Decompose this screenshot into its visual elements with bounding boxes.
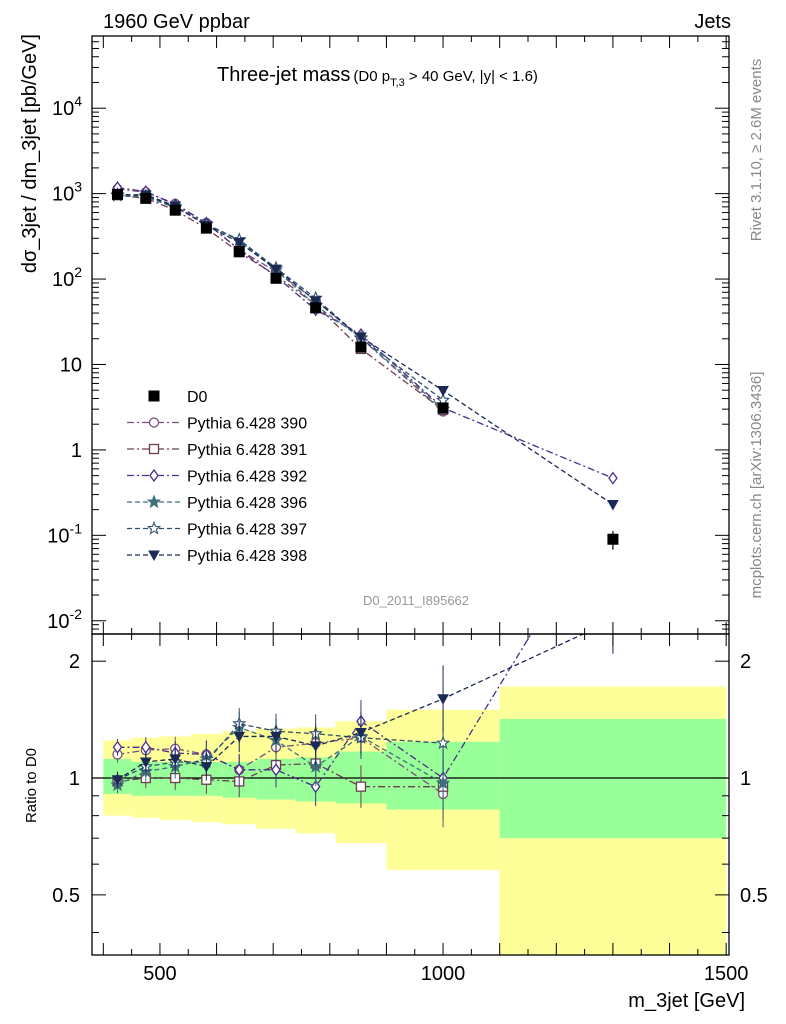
data-point-0 — [111, 188, 123, 200]
legend-label-4: Pythia 6.428 397 — [187, 522, 307, 539]
legend-label-0: Pythia 6.428 390 — [187, 416, 307, 433]
analysis-id-label: D0_2011_I895662 — [363, 593, 469, 608]
legend-label-3: Pythia 6.428 396 — [187, 495, 307, 512]
data-point-6 — [310, 302, 322, 314]
legend-marker-0 — [148, 417, 160, 428]
y-tick-label-1: 10-1 — [47, 520, 82, 547]
legend-marker-5 — [148, 550, 160, 562]
ratio-3-point-6 — [308, 759, 323, 773]
axis-ticks: 500 1000 1500 10-2 10-1 1 10 102 103 104 0.5 0.5 1 1 2… — [47, 35, 768, 985]
ratio-5-point-6 — [309, 741, 322, 752]
ratio-5-point-7 — [355, 728, 367, 739]
series-5-point-8 — [437, 385, 449, 397]
series-line-5 — [117, 194, 614, 506]
series-line-3 — [117, 195, 444, 410]
ratio-5-point-5 — [270, 731, 282, 743]
ratio-5-point-2 — [169, 754, 182, 765]
y-tick-label-3: 10 — [60, 354, 82, 376]
legend-label-data: D0 — [187, 389, 208, 406]
ratio-y-axis-label: Ratio to D0 — [23, 748, 40, 823]
x-tick-label-1500: 1500 — [704, 963, 749, 985]
y-tick-label-0: 10-2 — [47, 606, 82, 633]
legend-marker-1 — [148, 443, 160, 455]
main-plot-frame — [91, 35, 730, 635]
main-plot-content — [110, 181, 619, 550]
x-axis-label: m_3jet [GeV] — [628, 990, 745, 1012]
series-line-0 — [117, 188, 444, 412]
series-line-4 — [117, 194, 444, 401]
y-tick-label-4: 102 — [52, 264, 82, 291]
legend-marker-3 — [146, 494, 162, 509]
x-tick-label-1000: 1000 — [421, 963, 466, 985]
mcplots-label: mcplots.cern.ch [arXiv:1306.3436] — [748, 372, 765, 599]
series-5-point-9 — [607, 500, 619, 511]
plot-title-sub-pre: (D0 p — [353, 68, 390, 85]
series-line-1 — [117, 194, 444, 411]
legend-marker-data — [148, 390, 160, 402]
data-point-2 — [169, 204, 181, 216]
ratio-plot-content — [110, 634, 614, 828]
process-label: Jets — [694, 11, 731, 33]
ratio-line-5 — [117, 634, 585, 781]
legend-marker-4 — [146, 520, 162, 535]
ratio-1-point-7 — [355, 781, 367, 792]
legend: D0 Pythia 6.428 390 Pythia 6.428 391 Pythia… — [127, 389, 307, 565]
legend-marker-2 — [149, 468, 159, 483]
ratio-tick-label-right-1: 1 — [740, 768, 751, 790]
ratio-5-point-3 — [200, 762, 213, 773]
ratio-tick-label-0.5: 0.5 — [52, 885, 80, 907]
rivet-version-label: Rivet 3.1.10, ≥ 2.6M events — [748, 59, 765, 242]
series-2-point-9 — [608, 471, 618, 485]
y-axis-label: dσ_3jet / dm_3jet [pb/GeV] — [19, 34, 41, 273]
ratio-5-point-1 — [139, 757, 152, 768]
legend-label-2: Pythia 6.428 392 — [187, 469, 307, 486]
data-point-5 — [270, 272, 282, 284]
x-tick-label-500: 500 — [143, 963, 176, 985]
ratio-3-point-8 — [435, 775, 451, 790]
ratio-tick-label-right-2: 2 — [740, 651, 751, 673]
ratio-tick-label-1: 1 — [69, 768, 80, 790]
data-point-9 — [607, 533, 619, 545]
ratio-tick-label-2: 2 — [69, 651, 80, 673]
ratio-5-point-0 — [111, 775, 124, 786]
y-tick-label-5: 103 — [52, 179, 82, 206]
plot-title-main: Three-jet mass — [217, 64, 350, 86]
ratio-2-point-6 — [310, 780, 321, 794]
ratio-2-point-0 — [112, 740, 123, 754]
plot-title-sub-sub: T,3 — [390, 77, 405, 89]
data-point-1 — [140, 192, 152, 204]
ratio-2-point-5 — [271, 763, 281, 777]
plot-title: Three-jet mass (D0 pT,3 > 40 GeV, |y| < 1… — [217, 64, 538, 89]
ratio-line-2 — [117, 634, 532, 788]
y-tick-label-6: 104 — [52, 93, 82, 120]
ratio-4-point-8 — [435, 735, 451, 750]
data-point-8 — [437, 402, 449, 414]
data-point-3 — [200, 222, 212, 234]
ratio-5-point-8 — [437, 694, 449, 705]
data-point-4 — [233, 246, 245, 258]
series-5-point-4 — [233, 237, 246, 249]
series-5-point-6 — [309, 296, 322, 307]
ratio-2-point-4 — [234, 763, 245, 777]
data-point-7 — [355, 341, 367, 353]
legend-label-1: Pythia 6.428 391 — [187, 442, 307, 459]
y-tick-label-2: 1 — [71, 440, 82, 462]
plot-title-sub-post: > 40 GeV, |y| < 1.6) — [405, 68, 538, 85]
legend-label-5: Pythia 6.428 398 — [187, 548, 307, 565]
ratio-uncertainty-bands — [92, 686, 729, 955]
series-5-point-5 — [270, 264, 282, 276]
ratio-plot-frame — [91, 633, 730, 956]
energy-label: 1960 GeV ppbar — [103, 11, 250, 33]
series-5-point-7 — [355, 332, 367, 344]
ratio-5-point-4 — [233, 731, 246, 743]
ratio-tick-label-right-0.5: 0.5 — [740, 885, 768, 907]
